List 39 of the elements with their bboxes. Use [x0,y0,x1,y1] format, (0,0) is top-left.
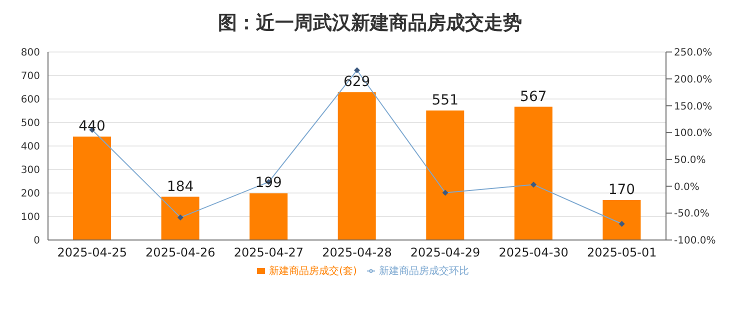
y-tick-label: 700 [20,71,40,82]
x-tick-label: 2025-04-25 [57,246,128,260]
bar [250,193,288,240]
y2-tick-label: 100.0% [674,128,712,140]
legend-label: 新建商品房成交(套) [269,266,357,277]
x-tick-label: 2025-04-27 [234,246,304,260]
bar [602,200,641,240]
bar [338,92,376,240]
y-tick-label: 300 [20,165,40,176]
data-label: 184 [166,178,194,195]
y2-tick-label: 150.0% [674,101,712,112]
y-tick-label: 600 [20,94,40,106]
x-tick-label: 2025-04-26 [146,246,216,260]
y-tick-label: 0 [34,236,40,247]
bar [426,110,464,240]
y-tick-label: 400 [20,142,40,153]
y-tick-label: 500 [20,118,40,130]
y2-tick-label: 200.0% [674,74,712,86]
y2-tick-label: 0.0% [674,182,700,193]
y-tick-label: 800 [20,48,40,59]
y2-tick-label: 250.0% [674,48,712,59]
data-label: 551 [432,92,459,109]
data-label: 567 [520,88,547,105]
bar [73,136,111,240]
y-tick-label: 100 [20,212,40,224]
y2-tick-label: -100.0% [674,236,716,247]
x-tick-label: 2025-04-29 [410,246,480,260]
y-tick-label: 200 [20,188,40,200]
bar [161,196,200,240]
data-label: 170 [608,182,636,198]
data-label: 440 [78,118,106,135]
y2-tick-label: -50.0% [674,208,710,220]
bar [514,106,552,240]
chart-title: 图：近一周武汉新建商品房成交走势 [217,11,523,36]
x-tick-label: 2025-04-28 [322,246,392,260]
y2-tick-label: 50.0% [674,154,706,166]
x-tick-label: 2025-04-30 [498,246,568,260]
legend-label: 新建商品房成交环比 [378,266,469,277]
x-tick-label: 2025-05-01 [586,246,657,260]
